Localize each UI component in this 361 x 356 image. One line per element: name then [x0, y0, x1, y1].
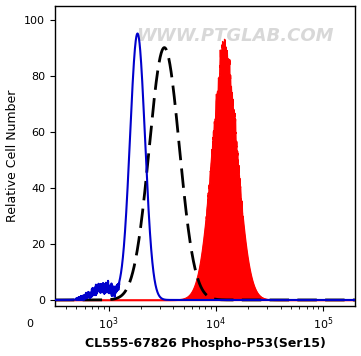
Text: 0: 0 [26, 319, 33, 329]
Y-axis label: Relative Cell Number: Relative Cell Number [5, 89, 18, 222]
Text: WWW.PTGLAB.COM: WWW.PTGLAB.COM [136, 27, 334, 44]
X-axis label: CL555-67826 Phospho-P53(Ser15): CL555-67826 Phospho-P53(Ser15) [85, 337, 326, 350]
